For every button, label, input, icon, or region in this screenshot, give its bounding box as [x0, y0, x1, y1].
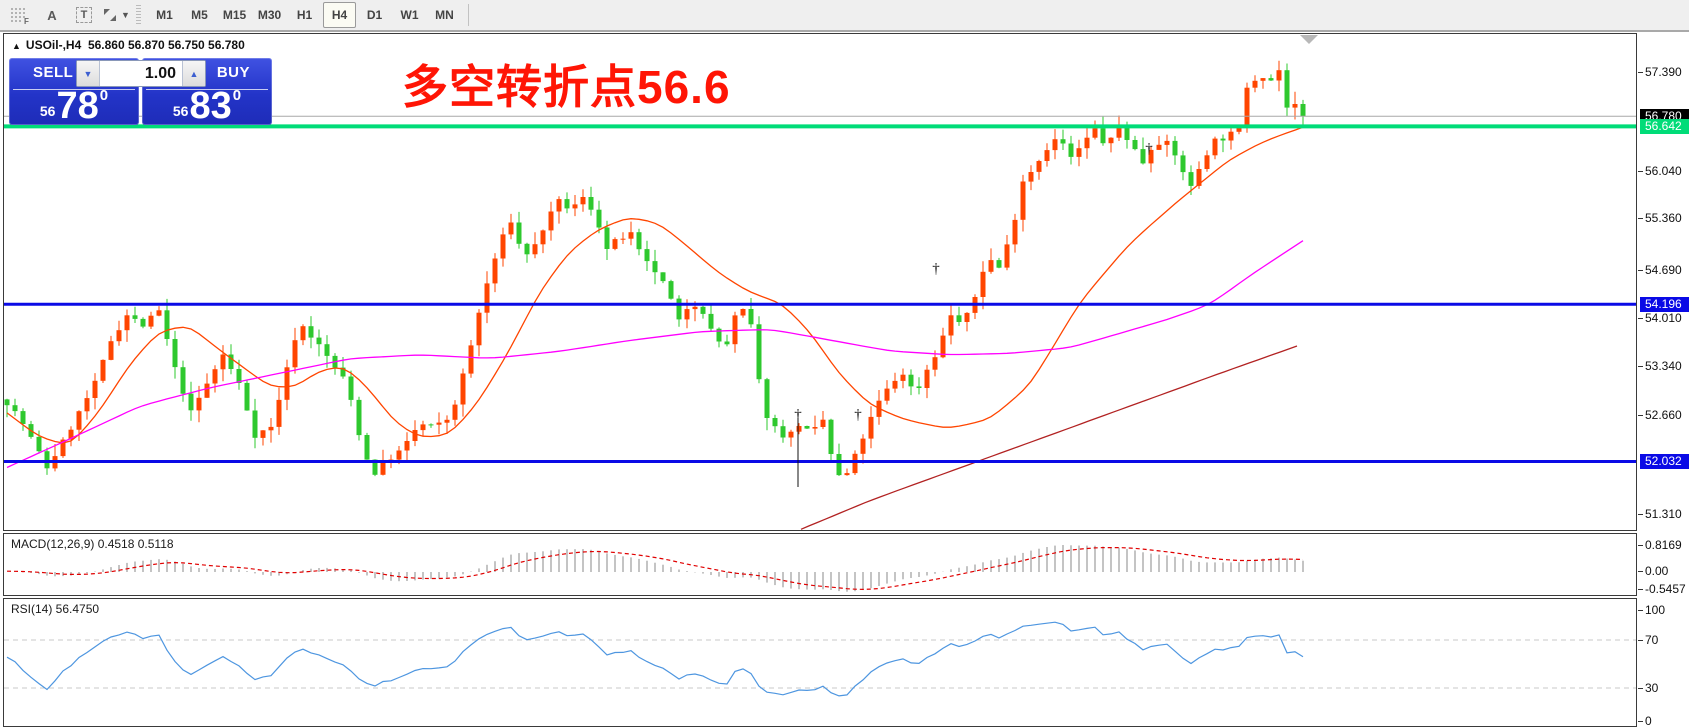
- timeframe-button-d1[interactable]: D1: [366, 8, 383, 22]
- svg-text:F: F: [24, 17, 29, 24]
- price-axis-label: 56.040: [1645, 164, 1682, 178]
- timeframe-button-m15[interactable]: M15: [222, 8, 247, 22]
- buy-price-main: 83: [189, 85, 232, 127]
- axis-tick: [1638, 218, 1643, 219]
- price-axis-label: 57.390: [1645, 65, 1682, 79]
- axis-tick: [1638, 514, 1643, 515]
- timeframe-button-m5[interactable]: M5: [191, 8, 208, 22]
- volume-input[interactable]: [100, 61, 182, 86]
- axis-tick: [1638, 72, 1643, 73]
- price-axis[interactable]: 57.390 56.040 55.360 54.690 54.010 53.340 52.6…: [1638, 33, 1689, 727]
- rsi-axis-label: 100: [1645, 603, 1666, 617]
- macd-axis-label: 0.00: [1645, 564, 1669, 578]
- price-axis-label: 54.690: [1645, 263, 1682, 277]
- timeframe-button-mn[interactable]: MN: [435, 8, 454, 22]
- price-badge-54.196: 54.196: [1640, 296, 1689, 312]
- axis-tick: [1638, 270, 1643, 271]
- volume-control: ▼ ▲: [76, 60, 206, 87]
- rsi-axis-label: 70: [1645, 633, 1659, 647]
- rsi-axis-label: 0: [1645, 714, 1652, 727]
- svg-text:†: †: [1145, 141, 1153, 157]
- candlestick-chart[interactable]: † † † †: [4, 34, 1636, 530]
- rsi-label: RSI(14) 56.4750: [11, 602, 100, 616]
- price-badge-56.642: 56.642: [1640, 118, 1689, 134]
- macd-plot: [6, 545, 1304, 592]
- price-axis-label: 51.310: [1645, 507, 1682, 521]
- sell-price: 56 78 0: [9, 85, 139, 127]
- sell-button[interactable]: SELL: [33, 64, 74, 81]
- one-click-trading-panel: SELL 56 78 0 BUY 56 83 0 ▼: [9, 58, 272, 125]
- buy-button[interactable]: BUY: [216, 64, 250, 81]
- timeframe-bar: M1 M5 M15 M30 H1 H4 D1 W1 MN: [147, 2, 462, 28]
- rsi-plot: [4, 621, 1636, 697]
- symbol-collapse-icon[interactable]: ▲: [12, 41, 21, 51]
- text-tool-icon[interactable]: A: [47, 7, 57, 23]
- axis-tick: [1638, 171, 1643, 172]
- axis-tick: [1638, 640, 1643, 641]
- svg-text:†: †: [932, 261, 940, 277]
- macd-panel[interactable]: MACD(12,26,9) 0.4518 0.5118: [3, 533, 1637, 596]
- axis-tick: [1638, 571, 1643, 572]
- main-chart-panel[interactable]: † † † † ▲ USOil-,H4 56.860 56.870 56.750 56.…: [3, 33, 1637, 531]
- buy-price: 56 83 0: [142, 85, 272, 127]
- price-badge-52.032: 52.032: [1640, 454, 1689, 469]
- axis-tick: [1638, 415, 1643, 416]
- chart-title: ▲ USOil-,H4 56.860 56.870 56.750 56.780: [12, 38, 245, 52]
- toolbar: F A T ▼ M1 M5 M15 M30 H1 H4 D1 W1 MN: [0, 0, 1689, 32]
- macd-axis-label: -0.5457: [1645, 582, 1686, 596]
- toolbar-separator: [468, 4, 469, 26]
- axis-tick: [1638, 545, 1643, 546]
- fibonacci-tool-icon[interactable]: F: [4, 2, 36, 28]
- text-label-glyph: T: [75, 7, 93, 23]
- timeframe-button-m1[interactable]: M1: [156, 8, 173, 22]
- arrows-dropdown-caret[interactable]: ▼: [121, 10, 130, 20]
- macd-axis-label: 0.8169: [1645, 538, 1682, 552]
- buy-divider: [146, 89, 268, 90]
- buy-price-figure: 56: [172, 103, 189, 119]
- sell-price-figure: 56: [39, 103, 56, 119]
- timeframe-button-h4[interactable]: H4: [323, 2, 356, 28]
- price-axis-label: 52.660: [1645, 408, 1682, 422]
- sell-price-pip: 0: [99, 87, 109, 104]
- toolbar-grip: [136, 5, 141, 25]
- axis-tick: [1638, 589, 1643, 590]
- buy-price-pip: 0: [232, 87, 242, 104]
- axis-tick: [1638, 318, 1643, 319]
- axis-tick: [1638, 688, 1643, 689]
- sell-divider: [13, 89, 135, 90]
- rsi-panel[interactable]: RSI(14) 56.4750: [3, 598, 1637, 727]
- axis-tick: [1638, 610, 1643, 611]
- price-axis-label: 53.340: [1645, 359, 1682, 373]
- axis-tick: [1638, 366, 1643, 367]
- price-axis-label: 54.010: [1645, 311, 1682, 325]
- symbol-name: USOil-,H4: [25, 38, 82, 52]
- axis-tick: [1638, 721, 1643, 722]
- text-label-tool-icon[interactable]: T: [68, 2, 100, 28]
- arrows-tool-icon[interactable]: ▼: [100, 2, 132, 28]
- sell-price-main: 78: [56, 85, 99, 127]
- svg-text:†: †: [794, 407, 802, 423]
- timeframe-button-h1[interactable]: H1: [296, 8, 313, 22]
- volume-decrease-button[interactable]: ▼: [77, 61, 100, 86]
- svg-text:†: †: [854, 407, 862, 423]
- chart-annotation-text: 多空转折点56.6: [402, 61, 731, 113]
- macd-label: MACD(12,26,9) 0.4518 0.5118: [11, 537, 174, 551]
- timeframe-button-w1[interactable]: W1: [400, 8, 419, 22]
- price-axis-label: 55.360: [1645, 211, 1682, 225]
- ohlc-readout: 56.860 56.870 56.750 56.780: [87, 38, 245, 52]
- timeframe-button-m30[interactable]: M30: [257, 8, 282, 22]
- rsi-axis-label: 30: [1645, 681, 1659, 695]
- volume-increase-button[interactable]: ▲: [182, 61, 205, 86]
